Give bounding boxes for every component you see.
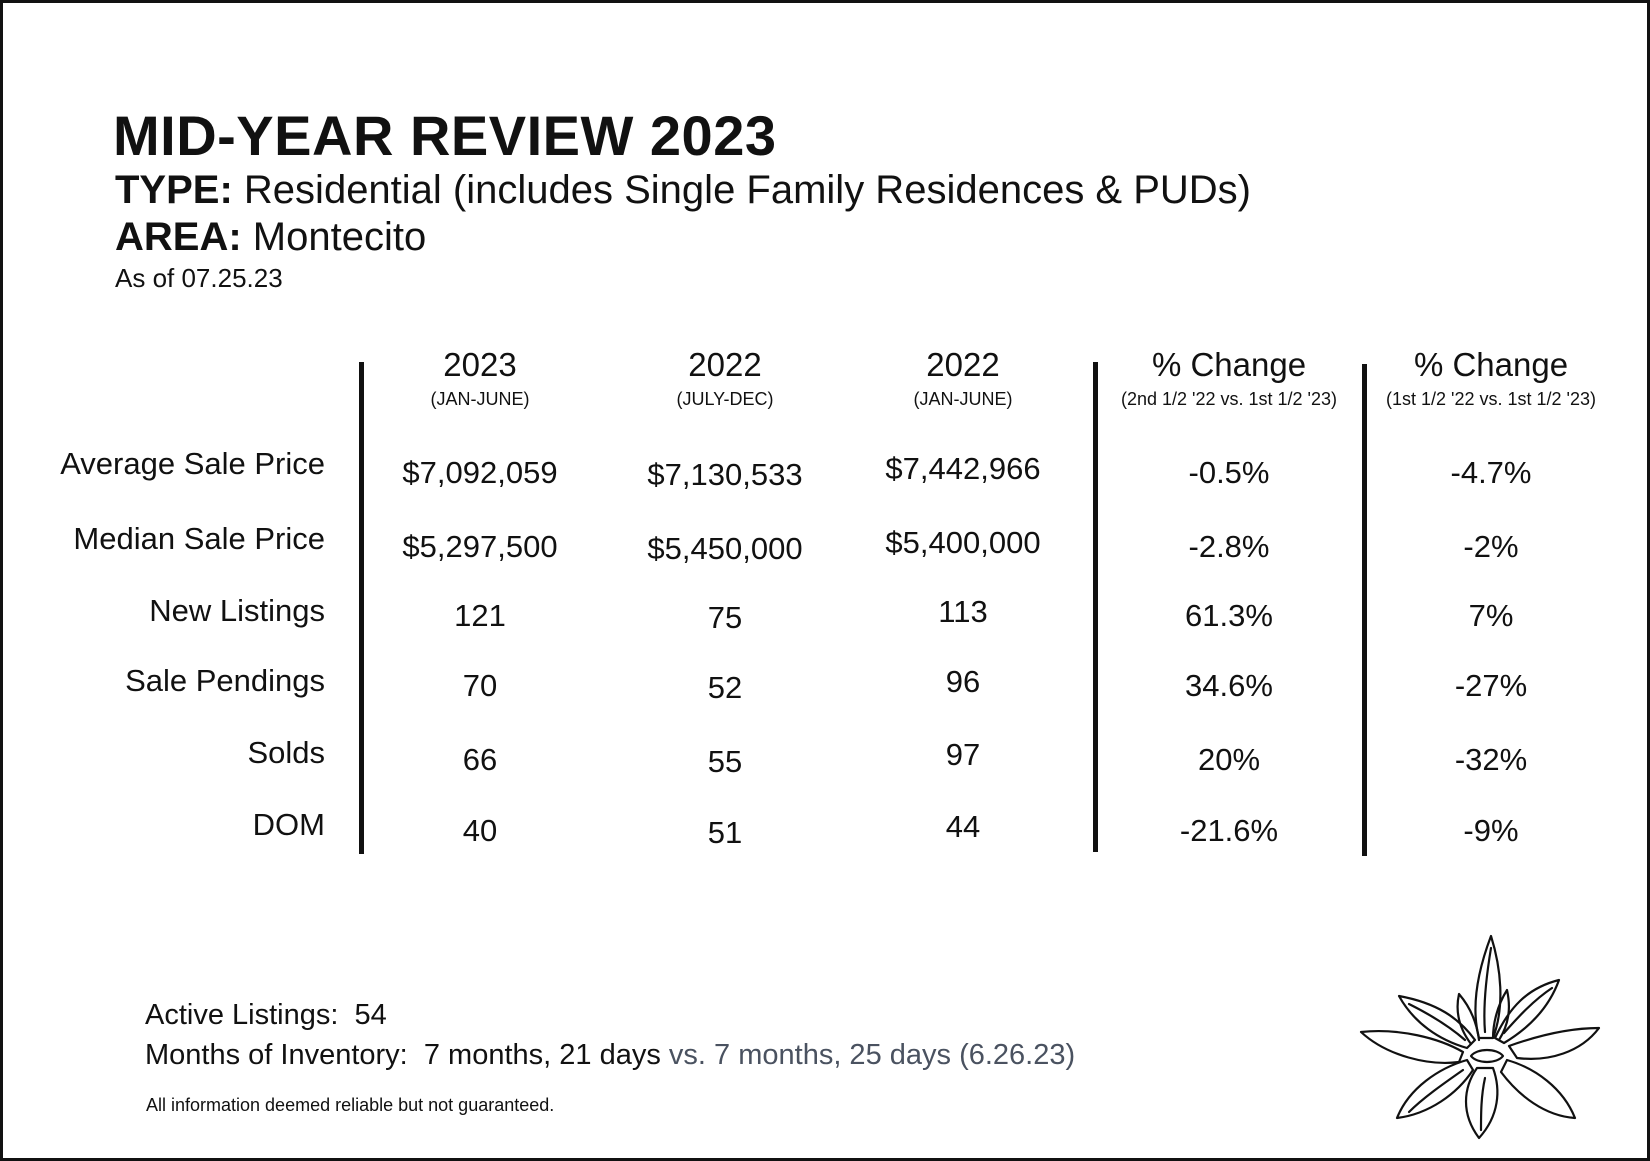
column-year: 2022 <box>926 346 1000 383</box>
table-cell: -32% <box>1454 742 1528 777</box>
column-period: (2nd 1/2 '22 vs. 1st 1/2 '23) <box>1121 389 1337 409</box>
table-cell: $7,092,059 <box>402 455 558 490</box>
table-cell: -2% <box>1463 529 1519 564</box>
table-cell: -21.6% <box>1179 813 1279 848</box>
table-cell: 7% <box>1468 598 1514 633</box>
active-listings: Active Listings: 54 <box>145 999 387 1032</box>
area-line: AREA: Montecito <box>115 215 426 260</box>
column-header-change-2nd-half: % Change (2nd 1/2 '22 vs. 1st 1/2 '23) <box>1089 345 1369 413</box>
column-header-change-1st-half: % Change (1st 1/2 '22 vs. 1st 1/2 '23) <box>1351 345 1631 413</box>
page-title: MID-YEAR REVIEW 2023 <box>113 104 777 167</box>
table-cell: 75 <box>707 600 743 635</box>
active-listings-value: 54 <box>354 999 387 1031</box>
table-cell: 113 <box>938 594 988 629</box>
table-cell: 66 <box>462 742 498 777</box>
row-label-median-sale-price: Median Sale Price <box>73 521 325 556</box>
area-value: Montecito <box>252 215 427 259</box>
row-label-average-sale-price: Average Sale Price <box>60 446 325 481</box>
table-cell: 121 <box>454 598 506 633</box>
table-cell: 44 <box>945 809 981 844</box>
type-label: TYPE: <box>115 168 233 212</box>
table-cell: 52 <box>707 670 743 705</box>
table-divider-left <box>359 362 364 854</box>
table-cell: 70 <box>462 668 498 703</box>
table-cell: $5,400,000 <box>885 525 1041 560</box>
months-of-inventory-label: Months of Inventory: <box>145 1039 408 1071</box>
column-period: (JAN-JUNE) <box>430 389 530 409</box>
table-cell: 55 <box>707 744 743 779</box>
table-cell: $7,130,533 <box>647 457 803 492</box>
table-cell: 20% <box>1197 742 1261 777</box>
row-label-new-listings: New Listings <box>149 593 325 628</box>
column-period: (JULY-DEC) <box>676 389 774 409</box>
row-label-solds: Solds <box>247 735 325 770</box>
months-of-inventory-value: 7 months, 21 days <box>423 1039 661 1071</box>
table-cell: $5,450,000 <box>647 531 803 566</box>
table-cell: -9% <box>1463 813 1519 848</box>
months-of-inventory: Months of Inventory: 7 months, 21 days v… <box>145 1039 1075 1072</box>
table-cell: 61.3% <box>1185 598 1273 633</box>
active-listings-label: Active Listings: <box>145 999 339 1031</box>
column-period: (1st 1/2 '22 vs. 1st 1/2 '23) <box>1386 389 1596 409</box>
column-year: 2022 <box>688 346 762 383</box>
column-year: % Change <box>1151 346 1307 383</box>
area-label: AREA: <box>115 215 242 259</box>
table-divider-right <box>1362 364 1367 856</box>
column-header-2022-jan-june: 2022 (JAN-JUNE) <box>823 345 1103 413</box>
row-label-sale-pendings: Sale Pendings <box>125 663 325 698</box>
column-year: % Change <box>1413 346 1569 383</box>
column-period: (JAN-JUNE) <box>913 389 1013 409</box>
table-cell: $7,442,966 <box>885 451 1041 486</box>
table-cell: 97 <box>945 737 981 772</box>
column-header-2023-jan-june: 2023 (JAN-JUNE) <box>340 345 620 413</box>
table-divider-middle <box>1093 362 1098 852</box>
table-cell: 40 <box>462 813 498 848</box>
table-cell: -27% <box>1454 668 1528 703</box>
table-cell: $5,297,500 <box>402 529 558 564</box>
disclaimer: All information deemed reliable but not … <box>146 1095 555 1115</box>
type-line: TYPE: Residential (includes Single Famil… <box>115 168 1251 213</box>
row-label-dom: DOM <box>252 807 325 842</box>
table-cell: -0.5% <box>1188 455 1270 490</box>
table-cell: 96 <box>945 664 981 699</box>
table-cell: 34.6% <box>1185 668 1273 703</box>
type-value: Residential (includes Single Family Resi… <box>243 168 1251 212</box>
column-header-2022-july-dec: 2022 (JULY-DEC) <box>585 345 865 413</box>
months-of-inventory-comparison: vs. 7 months, 25 days (6.26.23) <box>668 1039 1076 1071</box>
column-year: 2023 <box>443 346 517 383</box>
as-of-date: As of 07.25.23 <box>115 263 283 293</box>
magnolia-flower-icon <box>1359 934 1601 1140</box>
table-cell: -4.7% <box>1450 455 1532 490</box>
table-cell: 51 <box>707 815 743 850</box>
table-cell: -2.8% <box>1188 529 1270 564</box>
